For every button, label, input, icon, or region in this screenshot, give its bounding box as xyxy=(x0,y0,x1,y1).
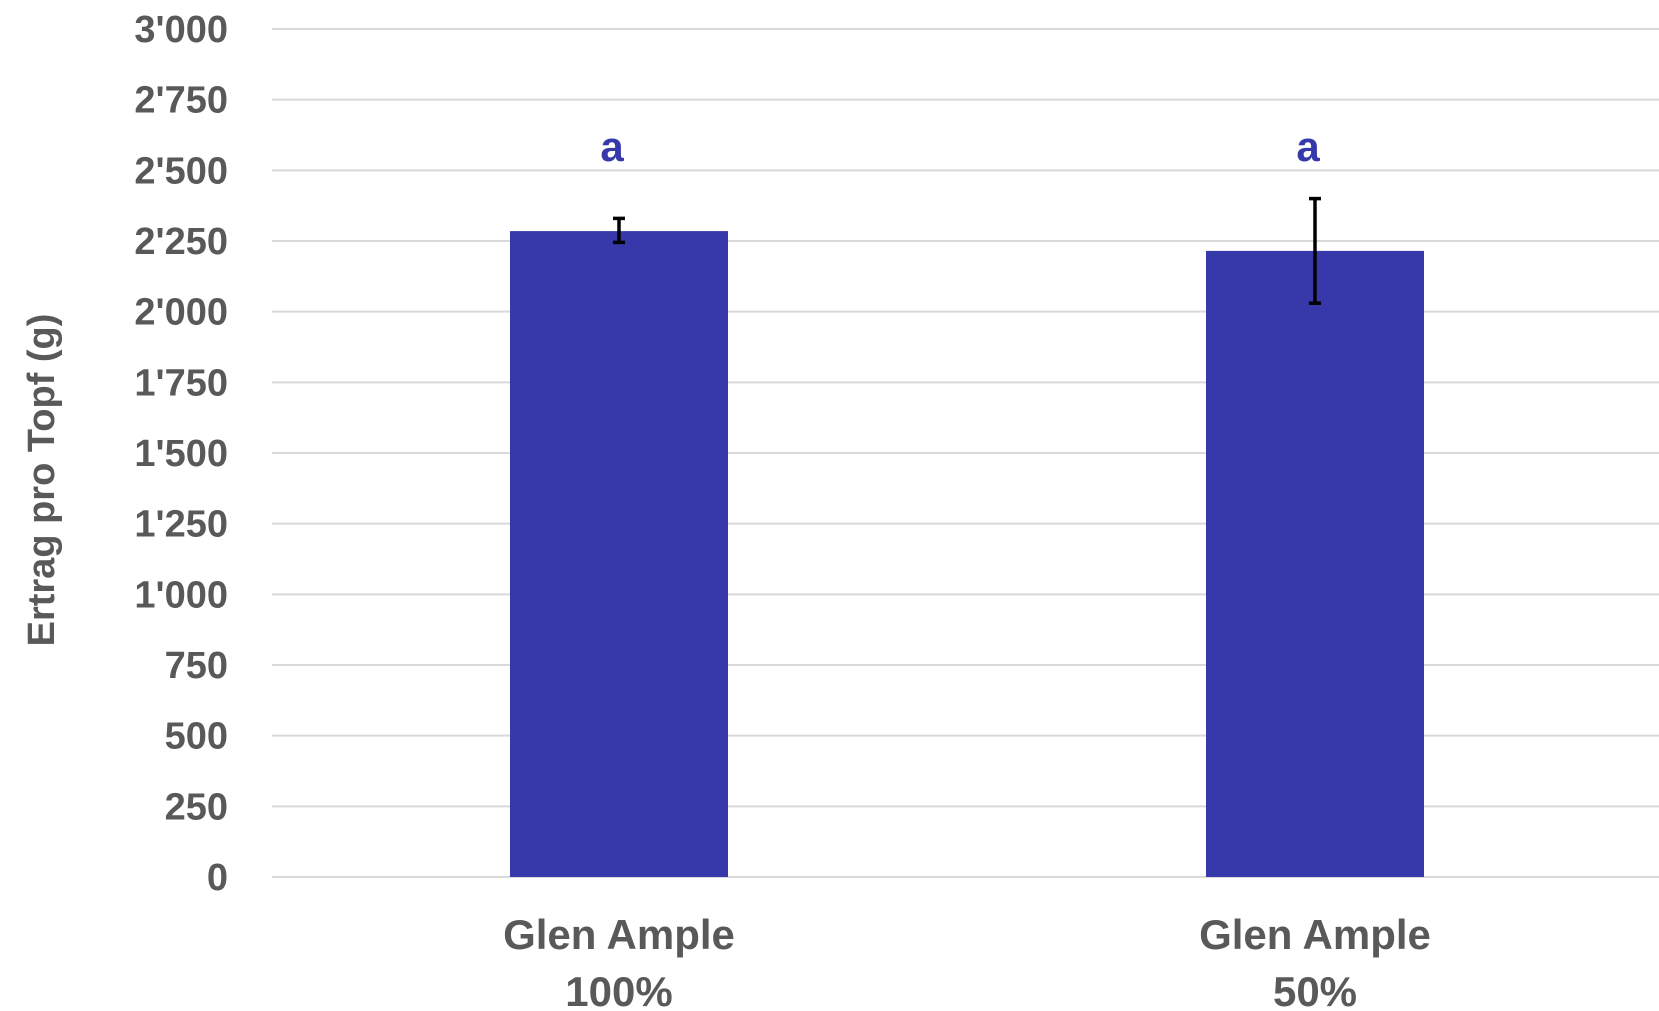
y-tick-label: 1'750 xyxy=(134,362,228,404)
x-category-sublabel: 100% xyxy=(565,968,672,1011)
y-tick-label: 1'500 xyxy=(134,433,228,475)
gridlines xyxy=(272,28,1659,878)
x-category-sublabel: 50% xyxy=(1273,968,1357,1011)
y-tick-label: 750 xyxy=(165,645,228,687)
x-category-label: Glen Ample xyxy=(1199,911,1431,958)
x-category-label: Glen Ample xyxy=(503,911,735,958)
y-axis-label: Ertrag pro Topf (g) xyxy=(21,314,63,647)
error-bar xyxy=(613,216,625,245)
y-axis-ticks: 0 250 500 750 1'000 1'250 1'500 1'750 2'000 2'250… xyxy=(134,9,228,899)
error-bar xyxy=(1309,196,1321,305)
y-tick-label: 2'000 xyxy=(134,292,228,334)
significance-label: a xyxy=(1296,123,1320,170)
y-tick-label: 2'500 xyxy=(134,150,228,192)
y-tick-label: 0 xyxy=(207,857,228,899)
y-tick-label: 2'750 xyxy=(134,80,228,122)
x-axis-categories: Glen Ample 100% Glen Ample 50% xyxy=(503,911,1431,1011)
bars xyxy=(510,231,1424,878)
y-tick-label: 500 xyxy=(165,716,228,758)
bar xyxy=(510,231,728,877)
y-tick-label: 3'000 xyxy=(134,9,228,51)
y-tick-label: 1'000 xyxy=(134,574,228,616)
bar xyxy=(1206,250,1424,878)
y-tick-label: 1'250 xyxy=(134,504,228,546)
significance-label: a xyxy=(600,123,624,170)
y-tick-label: 2'250 xyxy=(134,221,228,263)
error-bars xyxy=(613,196,1321,305)
y-tick-label: 250 xyxy=(165,786,228,828)
